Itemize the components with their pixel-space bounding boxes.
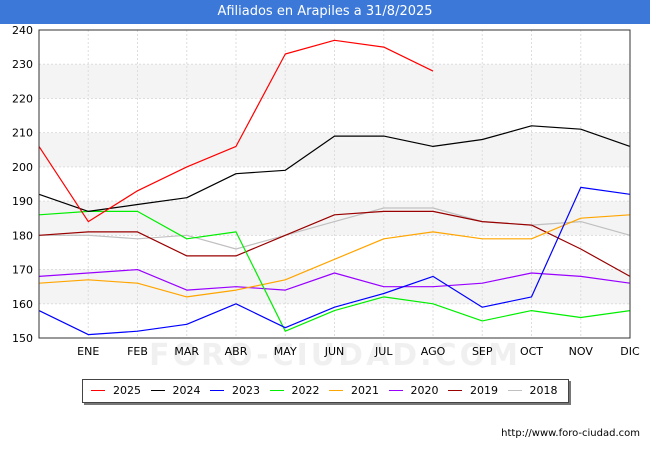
y-tick-label: 200 [12, 161, 33, 174]
legend-swatch [329, 390, 343, 391]
series-line-2023 [38, 186, 631, 336]
plot-frame [38, 29, 631, 339]
y-tick-label: 230 [12, 58, 33, 71]
legend-label: 2024 [172, 384, 201, 397]
legend-item-2025: 2025 [91, 380, 147, 402]
legend-swatch [388, 390, 403, 391]
footer-url: http://www.foro-ciudad.com [501, 428, 640, 439]
legend: 2025 2024 2023 2022 2021 2020 2019 2018 [82, 379, 569, 403]
y-axis: 150 160 170 180 190 200 210 220 230 240 [12, 24, 33, 345]
legend-swatch [507, 390, 522, 391]
x-tick-label: AGO [421, 345, 446, 358]
y-tick-label: 150 [12, 332, 33, 345]
series-line-2024 [38, 125, 631, 212]
legend-swatch [448, 390, 462, 391]
legend-label: 2022 [291, 384, 320, 397]
grid-band [39, 303, 630, 338]
legend-item-2024: 2024 [150, 380, 207, 402]
legend-swatch [150, 390, 165, 391]
legend-item-2023: 2023 [210, 380, 266, 402]
y-tick-label: 160 [12, 298, 33, 311]
x-tick-label: MAR [174, 345, 199, 358]
legend-item-2022: 2022 [269, 380, 326, 402]
legend-item-2018: 2018 [507, 380, 564, 402]
watermark: FORO-CIUDAD.COM [149, 338, 521, 373]
x-tick-label: SEP [472, 345, 493, 358]
y-tick-label: 220 [12, 92, 33, 105]
legend-item-2021: 2021 [329, 380, 385, 402]
title-bar [0, 0, 650, 24]
x-tick-label: JUL [374, 345, 393, 358]
legend-label: 2020 [410, 384, 439, 397]
grid-band [39, 235, 630, 270]
series-line-2025 [38, 39, 434, 223]
grid-band [39, 132, 630, 167]
grid-band [39, 64, 630, 99]
x-tick-label: ENE [77, 345, 99, 358]
x-tick-label: OCT [520, 345, 543, 358]
series-lines [38, 39, 631, 336]
series-line-2019 [38, 210, 631, 277]
legend-item-2020: 2020 [388, 380, 445, 402]
x-tick-label: DIC [620, 345, 640, 358]
y-tick-label: 170 [12, 264, 33, 277]
y-tick-label: 190 [12, 195, 33, 208]
legend-swatch [91, 390, 105, 391]
y-tick-label: 180 [12, 229, 33, 242]
series-line-2021 [38, 214, 631, 298]
chart-title: Afiliados en Arapiles a 31/8/2025 [217, 4, 433, 19]
legend-label: 2018 [529, 384, 558, 397]
legend-label: 2025 [113, 384, 141, 397]
legend-label: 2021 [351, 384, 379, 397]
y-tick-label: 240 [12, 24, 33, 37]
x-axis: ENE FEB MAR ABR MAY JUN JUL AGO SEP OCT NOV DIC [77, 345, 640, 358]
legend-label: 2023 [232, 384, 260, 397]
x-tick-label: NOV [569, 345, 594, 358]
x-tick-label: FEB [127, 345, 148, 358]
legend-item-2019: 2019 [448, 380, 504, 402]
series-line-2020 [38, 269, 631, 291]
x-tick-label: JUN [324, 345, 345, 358]
y-tick-label: 210 [12, 127, 33, 140]
legend-label: 2019 [470, 384, 498, 397]
x-tick-label: ABR [225, 345, 248, 358]
legend-swatch [210, 390, 224, 391]
legend-swatch [269, 390, 284, 391]
x-tick-label: MAY [274, 345, 297, 358]
series-line-2022 [38, 210, 631, 332]
